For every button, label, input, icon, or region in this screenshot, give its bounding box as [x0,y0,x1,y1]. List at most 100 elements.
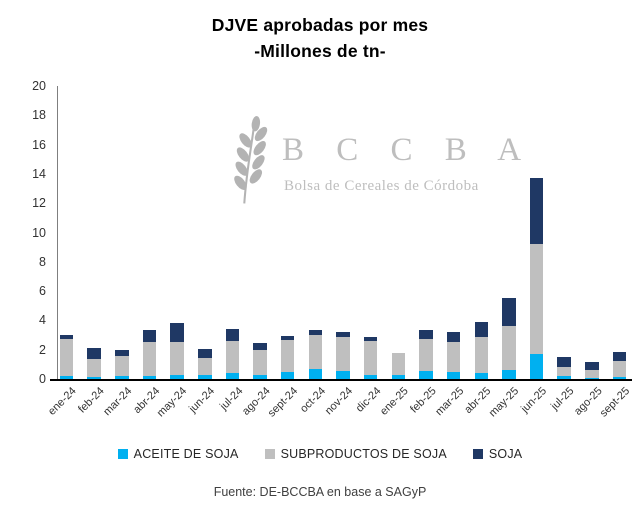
y-tick-label: 8 [39,254,46,269]
bar-segment-jun-25 [529,178,544,245]
bar-segment-jul-25 [557,376,571,379]
bar-segment-ago-24 [253,375,267,379]
bar-segment-jul-24 [225,340,240,374]
legend: ACEITE DE SOJA SUBPRODUCTOS DE SOJA SOJA [0,447,640,461]
y-tick-label: 0 [39,372,46,386]
y-tick-label: 20 [32,79,46,93]
bar-segment-mar-25 [446,342,461,373]
bar-segment-oct-24 [308,369,323,379]
y-tick-label: 10 [32,225,46,240]
bar-segment-jun-24 [198,357,212,376]
x-axis-label: may-25 [486,385,522,420]
x-axis-label: mar-24 [101,385,135,419]
bar-segment-ene-25 [391,374,406,379]
x-axis-label: sept-25 [597,385,632,420]
bar-segment-may-25 [502,298,516,327]
x-axis-label: oct-24 [297,385,328,416]
bar-segment-feb-25 [419,339,433,371]
bar-segment-abr-25 [474,336,488,374]
bar-segment-ago-25 [585,377,599,379]
bar-segment-jul-24 [225,329,240,341]
bar-segment-abr-24 [142,341,157,377]
bar-segment-may-25 [502,326,516,371]
bccba-watermark: B C C B A Bolsa de Cereales de Córdoba [226,116,521,206]
bar-segment-jun-25 [529,354,544,379]
y-axis-line [57,86,58,379]
bar-segment-mar-24 [115,376,129,379]
bar-segment-ene-24 [59,376,74,379]
bar-segment-nov-24 [336,336,350,371]
bar-segment-feb-24 [87,376,101,379]
bar-segment-feb-25 [419,370,433,379]
y-tick-label: 16 [32,137,46,152]
chart-title: DJVE aprobadas por mes [211,15,429,35]
bar-segment-mar-24 [115,349,129,356]
chart-title-block: DJVE aprobadas por mes -Millones de tn- [0,12,640,64]
bar-segment-ago-25 [585,370,599,378]
watermark-subtitle: Bolsa de Cereales de Córdoba [284,178,479,194]
bar-segment-jul-25 [557,366,571,377]
legend-swatch-icon [117,449,128,459]
bar-segment-sept-24 [280,335,295,341]
bar-segment-may-24 [170,374,184,379]
y-tick-label: 2 [39,342,46,357]
bar-segment-dic-24 [363,340,378,375]
bar-segment-feb-24 [87,348,101,359]
watermark-acronym: B C C B A [282,132,534,168]
x-axis-label: jun-25 [518,385,550,416]
legend-label: SOJA [488,447,523,461]
y-tick-label: 4 [39,313,46,328]
bar-segment-nov-24 [336,370,350,379]
legend-swatch-icon [472,449,483,459]
bar-segment-sept-25 [612,376,627,379]
bar-segment-sept-24 [280,372,295,379]
bar-segment-sept-25 [612,361,627,377]
bar-segment-feb-25 [419,329,433,340]
bar-segment-oct-24 [308,335,323,370]
plot-area [57,86,632,379]
legend-item: SOJA [472,447,523,461]
bar-segment-ago-24 [253,343,267,351]
y-tick-label: 14 [32,166,46,181]
bar-segment-ago-24 [253,350,267,376]
bar-segment-may-24 [170,323,184,343]
bar-segment-abr-25 [474,373,488,379]
x-axis-label: may-24 [155,385,190,420]
bar-segment-abr-25 [474,321,488,337]
bar-segment-mar-24 [115,355,129,377]
y-tick-label: 12 [32,196,46,211]
bar-segment-abr-24 [142,329,157,342]
bar-segment-ene-24 [59,335,74,340]
x-axis-label: sept-24 [265,385,301,420]
bar-segment-oct-24 [308,329,323,336]
x-axis-label: nov-24 [323,385,356,418]
y-tick-label: 18 [32,108,46,123]
bar-segment-mar-25 [446,372,461,379]
bar-segment-mar-25 [446,332,461,343]
wheat-branch-icon [234,116,268,204]
legend-item: ACEITE DE SOJA [117,447,239,461]
bar-segment-abr-24 [142,376,157,379]
x-axis-label: ene-25 [378,385,411,418]
bar-segment-dic-24 [363,374,378,379]
bar-segment-ene-24 [59,339,74,377]
bar-segment-may-24 [170,342,184,375]
bar-segment-dic-24 [363,337,378,341]
y-tick-label: 6 [39,284,46,299]
bar-segment-ago-25 [585,362,599,371]
legend-swatch-icon [264,449,275,459]
bar-segment-nov-24 [336,332,350,337]
bar-segment-sept-25 [612,351,627,362]
bar-segment-jun-24 [198,348,212,358]
x-axis-label: mar-25 [432,385,467,419]
bar-segment-sept-24 [280,340,295,373]
x-axis-label: ene-24 [46,385,79,418]
bar-segment-may-25 [502,370,516,379]
bar-segment-feb-24 [87,358,101,377]
legend-label: SUBPRODUCTOS DE SOJA [280,447,447,461]
x-axis-line [50,379,632,381]
legend-item: SUBPRODUCTOS DE SOJA [264,447,447,461]
source-note: Fuente: DE-BCCBA en base a SAGyP [213,485,427,499]
legend-label: ACEITE DE SOJA [133,447,239,461]
